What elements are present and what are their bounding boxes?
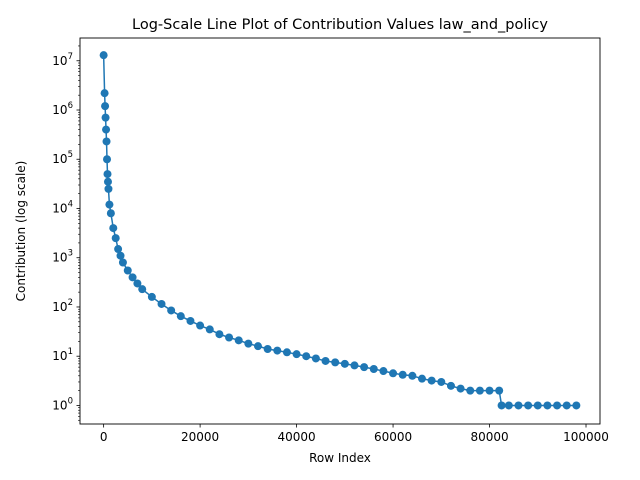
- data-point: [234, 336, 243, 345]
- y-tick-label: 100: [52, 396, 73, 412]
- data-point: [100, 89, 109, 98]
- data-point: [418, 374, 426, 383]
- data-point: [524, 401, 533, 410]
- x-tick-label: 40000: [277, 430, 315, 444]
- data-point: [147, 292, 156, 301]
- plot-area: [99, 51, 581, 410]
- data-point: [105, 200, 114, 209]
- series-line: [102, 55, 577, 407]
- data-point: [196, 321, 205, 330]
- data-point: [282, 348, 291, 357]
- x-axis-title: Row Index: [309, 451, 371, 465]
- data-point: [311, 354, 320, 363]
- data-point: [369, 364, 378, 373]
- x-tick-label: 100000: [563, 430, 609, 444]
- data-point: [504, 401, 513, 410]
- data-point: [446, 381, 455, 390]
- y-tick-label: 101: [52, 347, 73, 363]
- data-point: [398, 370, 407, 379]
- data-point: [176, 312, 185, 321]
- data-point: [340, 359, 349, 368]
- data-point: [543, 401, 552, 410]
- plot-frame: [79, 37, 601, 425]
- data-point: [116, 251, 125, 260]
- data-point: [103, 170, 112, 179]
- data-point: [572, 401, 581, 410]
- data-point: [205, 325, 214, 334]
- data-point: [475, 386, 484, 395]
- x-tick-label: 0: [100, 430, 108, 444]
- data-point: [102, 137, 111, 146]
- data-point: [553, 401, 562, 410]
- data-point: [103, 155, 112, 164]
- data-point: [497, 401, 506, 410]
- x-axis: 0 20000 40000 60000 80000 100000: [100, 424, 609, 444]
- data-point: [437, 377, 446, 386]
- data-point: [109, 224, 118, 233]
- data-point: [562, 401, 571, 410]
- data-point: [321, 356, 330, 365]
- data-point: [225, 333, 234, 342]
- data-point: [244, 339, 253, 348]
- x-tick-label: 60000: [374, 430, 412, 444]
- data-point: [263, 345, 272, 354]
- data-point: [292, 350, 301, 359]
- data-point: [114, 245, 123, 254]
- y-tick-label: 107: [52, 52, 73, 68]
- data-point: [485, 386, 494, 395]
- data-point: [99, 51, 108, 60]
- y-tick-label: 106: [52, 101, 73, 117]
- data-point: [133, 279, 142, 288]
- data-point: [408, 371, 417, 380]
- data-point: [186, 316, 195, 325]
- data-point: [456, 384, 465, 393]
- data-point: [103, 177, 112, 186]
- data-point: [128, 273, 137, 282]
- data-point: [101, 102, 110, 111]
- x-tick-label: 80000: [470, 430, 508, 444]
- data-point: [102, 125, 111, 134]
- x-tick-label: 20000: [181, 430, 219, 444]
- data-point: [254, 342, 262, 351]
- data-point: [514, 401, 523, 410]
- data-point: [167, 306, 176, 315]
- data-point: [533, 401, 542, 410]
- y-axis: 100 101 102 103 104 105 106 107: [52, 45, 80, 421]
- data-point: [379, 367, 388, 376]
- chart-title: Log-Scale Line Plot of Contribution Valu…: [132, 17, 548, 33]
- data-point: [495, 386, 504, 395]
- data-point: [123, 266, 132, 275]
- data-point: [215, 330, 224, 339]
- y-axis-title: Contribution (log scale): [14, 161, 28, 302]
- data-point: [331, 358, 340, 367]
- data-point: [302, 352, 311, 361]
- y-tick-label: 102: [52, 298, 73, 314]
- data-point: [101, 113, 110, 122]
- data-point: [106, 209, 115, 218]
- data-point: [118, 258, 127, 267]
- y-tick-label: 105: [52, 150, 73, 166]
- data-point: [104, 184, 113, 193]
- data-point: [427, 376, 436, 385]
- data-point: [273, 346, 282, 355]
- data-point: [157, 299, 166, 308]
- data-point: [350, 361, 359, 370]
- data-point: [389, 369, 398, 378]
- data-point: [360, 363, 369, 372]
- data-point: [111, 234, 120, 243]
- y-tick-label: 104: [52, 199, 73, 215]
- data-point: [138, 285, 147, 294]
- data-point: [466, 386, 475, 395]
- y-tick-label: 103: [52, 249, 73, 265]
